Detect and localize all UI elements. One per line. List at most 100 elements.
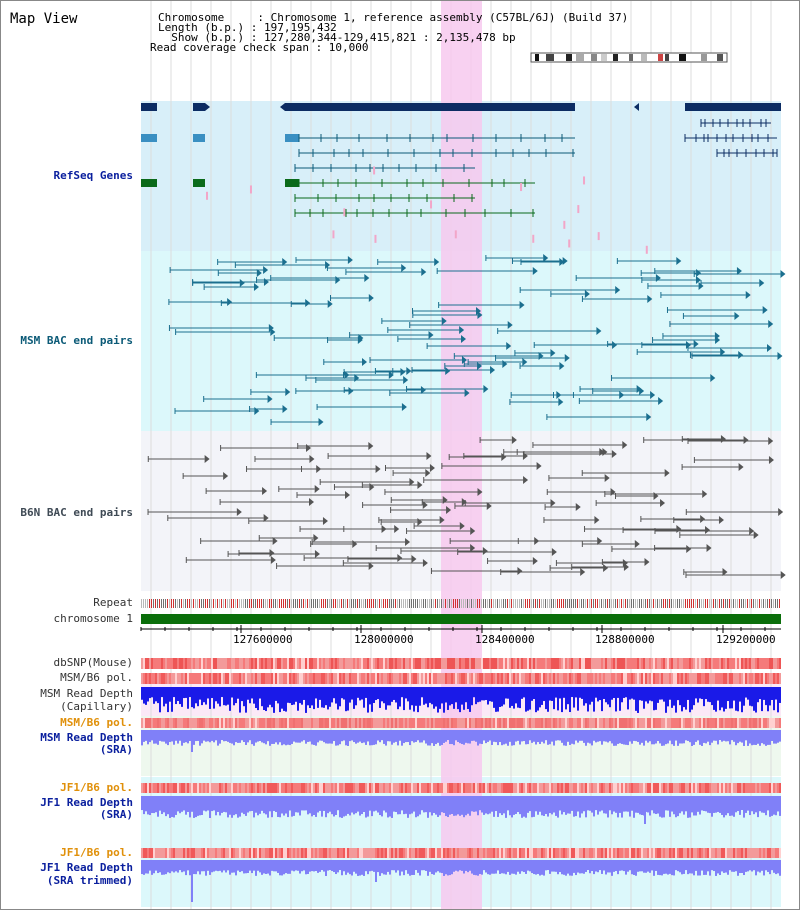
bac-end-arrow bbox=[272, 537, 278, 545]
depth-bar bbox=[745, 796, 747, 813]
bac-end-arrow bbox=[417, 481, 423, 489]
track-label-msm-b6-pol-sra[interactable]: MSM/B6 pol. bbox=[60, 716, 133, 729]
depth-bar bbox=[159, 796, 161, 811]
refseq-mark bbox=[532, 234, 535, 243]
pol-strip bbox=[551, 673, 553, 684]
pol-strip bbox=[617, 673, 619, 684]
pol-strip bbox=[667, 848, 669, 858]
depth-bar bbox=[713, 860, 715, 872]
depth-capillary-bar bbox=[473, 687, 475, 698]
pol-strip bbox=[359, 848, 361, 858]
depth-capillary-bar bbox=[765, 687, 767, 706]
pol-strip bbox=[433, 718, 435, 728]
depth-bar bbox=[215, 860, 217, 871]
depth-bar bbox=[289, 796, 291, 811]
track-label-msm-bac[interactable]: MSM BAC end pairs bbox=[20, 334, 133, 347]
depth-capillary-bar bbox=[663, 687, 665, 702]
track-label-msm-depth-capillary[interactable]: MSM Read Depth bbox=[40, 687, 133, 700]
pol-strip bbox=[653, 848, 655, 858]
pol-strip bbox=[237, 718, 239, 728]
depth-capillary-bar bbox=[331, 687, 333, 703]
depth-bar bbox=[385, 860, 387, 875]
depth-bar bbox=[433, 796, 435, 813]
pol-strip bbox=[587, 848, 589, 858]
repeat-mark bbox=[631, 599, 632, 608]
track-label-jf1-b6-pol[interactable]: JF1/B6 pol. bbox=[60, 781, 133, 794]
depth-capillary-bar bbox=[703, 687, 705, 707]
pol-strip bbox=[275, 673, 277, 684]
depth-bar bbox=[475, 796, 477, 812]
dbsnp-strip bbox=[619, 658, 621, 669]
depth-bar bbox=[463, 860, 465, 874]
depth-bar bbox=[201, 730, 203, 744]
depth-bar bbox=[181, 796, 183, 812]
pol-strip bbox=[511, 783, 513, 793]
depth-capillary-bar bbox=[167, 687, 169, 713]
pol-strip bbox=[415, 783, 417, 793]
pol-strip bbox=[663, 848, 665, 858]
depth-bar bbox=[207, 860, 209, 871]
pol-strip bbox=[597, 673, 599, 684]
depth-bar bbox=[191, 730, 193, 752]
depth-bar bbox=[659, 796, 661, 817]
repeat-mark bbox=[399, 599, 400, 608]
pol-strip bbox=[729, 848, 731, 858]
pol-strip bbox=[165, 848, 167, 858]
dbsnp-strip bbox=[585, 658, 587, 669]
depth-bar bbox=[235, 730, 237, 743]
dbsnp-strip bbox=[293, 658, 295, 669]
dbsnp-strip bbox=[203, 658, 205, 669]
depth-bar bbox=[171, 796, 173, 817]
dbsnp-strip bbox=[321, 658, 323, 669]
pol-strip bbox=[379, 718, 381, 728]
repeat-mark bbox=[149, 599, 150, 608]
pol-strip bbox=[239, 673, 241, 684]
track-label-b6n-bac[interactable]: B6N BAC end pairs bbox=[20, 506, 133, 519]
track-label-jf1-depth-sra[interactable]: JF1 Read Depth bbox=[40, 796, 133, 809]
depth-bar bbox=[233, 860, 235, 873]
pol-strip bbox=[589, 673, 591, 684]
dbsnp-strip bbox=[681, 658, 683, 669]
depth-bar bbox=[189, 730, 191, 741]
pol-strip bbox=[401, 848, 403, 858]
pol-strip bbox=[639, 848, 641, 858]
track-label-jf1-depth-trim[interactable]: JF1 Read Depth bbox=[40, 861, 133, 874]
depth-bar bbox=[331, 796, 333, 815]
track-label-chromosome[interactable]: chromosome 1 bbox=[53, 612, 133, 625]
depth-capillary-bar bbox=[265, 687, 267, 712]
depth-bar bbox=[667, 730, 669, 744]
pol-strip bbox=[607, 848, 609, 858]
depth-bar bbox=[207, 730, 209, 742]
pol-strip bbox=[619, 783, 621, 793]
track-label-dbsnp[interactable]: dbSNP(Mouse) bbox=[53, 656, 133, 669]
depth-bar bbox=[357, 860, 359, 876]
depth-bar bbox=[455, 730, 457, 741]
depth-bar bbox=[419, 796, 421, 815]
track-label-refseq[interactable]: RefSeq Genes bbox=[53, 169, 133, 182]
depth-bar bbox=[401, 860, 403, 872]
depth-capillary-bar bbox=[425, 687, 427, 704]
track-label-jf1-b6-pol-trim[interactable]: JF1/B6 pol. bbox=[60, 846, 133, 859]
pol-strip bbox=[343, 673, 345, 684]
track-label-repeat[interactable]: Repeat bbox=[93, 596, 133, 609]
pol-strip bbox=[183, 718, 185, 728]
pol-strip bbox=[389, 783, 391, 793]
pol-strip bbox=[575, 848, 577, 858]
depth-bar bbox=[387, 860, 389, 872]
pol-strip bbox=[391, 673, 393, 684]
dbsnp-strip bbox=[443, 658, 445, 669]
repeat-mark bbox=[209, 599, 210, 608]
pol-strip bbox=[489, 848, 491, 858]
pol-strip bbox=[283, 848, 285, 858]
repeat-mark bbox=[313, 599, 314, 608]
depth-capillary-bar bbox=[599, 687, 601, 701]
dbsnp-strip bbox=[539, 658, 541, 669]
depth-capillary-bar bbox=[553, 687, 555, 710]
pol-strip bbox=[363, 848, 365, 858]
pol-strip bbox=[747, 673, 749, 684]
repeat-mark bbox=[769, 599, 770, 608]
repeat-mark bbox=[235, 599, 236, 608]
track-label-msm-depth-sra[interactable]: MSM Read Depth bbox=[40, 731, 133, 744]
track-label-msm-b6-pol[interactable]: MSM/B6 pol. bbox=[60, 671, 133, 684]
